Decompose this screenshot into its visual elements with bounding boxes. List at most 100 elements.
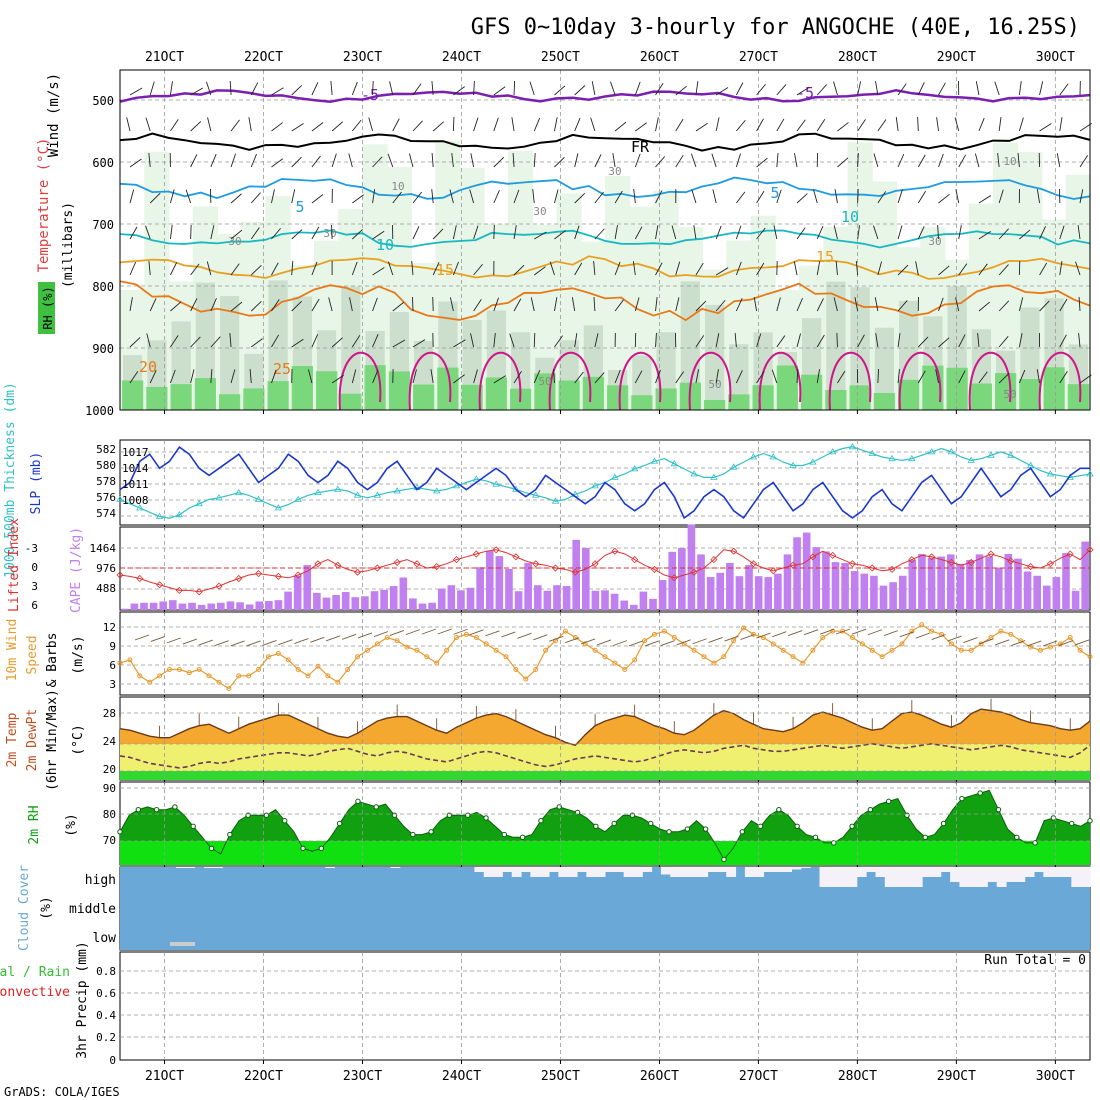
thickness-tick: 580 [96, 459, 116, 472]
precip-tick: 0.2 [96, 1031, 116, 1044]
wind-barb [311, 155, 321, 168]
wind-barb [1056, 153, 1061, 168]
high-cloud-gap [605, 867, 615, 872]
wind-barb [271, 158, 284, 168]
contour-label: -5 [796, 84, 814, 102]
cape-bar [140, 602, 148, 610]
cape-bar [860, 573, 869, 610]
wind-barb [771, 369, 778, 384]
wind-barb [372, 156, 383, 168]
contour-freezing [119, 132, 1091, 152]
wind-barb [549, 261, 555, 276]
wind-barb [473, 80, 475, 96]
cape-bar [303, 565, 312, 610]
wind-speed-line [119, 624, 1091, 690]
surface-wind-barb [756, 632, 771, 639]
wind-barb [149, 370, 157, 384]
cape-bar [226, 601, 235, 610]
wind-barb [612, 153, 616, 168]
cape-bar [687, 524, 696, 610]
wind-barb [1059, 83, 1069, 96]
high-cloud-gap [866, 867, 876, 872]
wind-barb [695, 262, 704, 276]
contour-25c [688, 351, 732, 411]
wind-barb [145, 117, 151, 132]
cape-bar [985, 556, 993, 610]
wind-barb [614, 369, 621, 384]
high-cloud-gap [642, 867, 653, 872]
thickness-point [452, 482, 461, 489]
panel-frame [119, 611, 1091, 696]
wind-barb [1077, 225, 1081, 240]
wind-speed-point [513, 666, 519, 672]
cape-bar [543, 590, 552, 610]
wind-barb [655, 156, 666, 168]
wind-barb [452, 225, 457, 240]
wind-barb [776, 297, 781, 312]
wind-barb [206, 261, 212, 276]
wind-barb [470, 153, 475, 168]
wind-speed-point [1038, 647, 1044, 653]
cape-bar [812, 547, 821, 610]
wind-barb [229, 333, 232, 348]
wind-barb [271, 122, 283, 132]
thickness-point [1007, 451, 1015, 458]
rh-shade-green [146, 386, 168, 410]
wind-barb [271, 369, 277, 384]
rh-shade-green [316, 371, 338, 410]
wind-barb [430, 369, 434, 384]
thickness-point [274, 504, 283, 511]
cape-bar [293, 575, 302, 610]
wind-speed-point [790, 654, 796, 660]
high-cloud-gap [632, 867, 643, 877]
surface-wind-barb [788, 630, 803, 637]
wind-barb [897, 333, 901, 348]
wind-barb [675, 297, 680, 312]
x-tick-label-bottom: 28OCT [838, 1069, 877, 1084]
cape-bar [802, 532, 811, 610]
wind-barb [857, 188, 859, 204]
wind-barb [958, 154, 967, 168]
contour-25c [478, 351, 522, 411]
cape-bar [236, 602, 244, 610]
wind-barb [210, 225, 215, 240]
wind-barb [816, 226, 824, 240]
rh-shade-green [655, 388, 677, 410]
wind-barb [695, 335, 705, 348]
rh-shade-green [267, 381, 289, 410]
contour-15c [119, 255, 1091, 280]
cape-bar [380, 589, 388, 610]
contour-label: 25 [273, 360, 291, 378]
wind-barb [693, 225, 697, 240]
wind-barb [493, 156, 505, 168]
surface-wind-barb [724, 635, 739, 642]
rh-shade-green [558, 380, 580, 410]
run-total-label: Run Total = 0 [984, 953, 1086, 968]
wind-barb [735, 370, 743, 384]
pressure-tick-label: 600 [92, 156, 114, 170]
thickness-point [532, 491, 540, 498]
lifted-index-point [749, 560, 758, 568]
contour-25c [408, 351, 452, 411]
upper-air-panel: 500 600 700 800 900 1000 -5 -5 FR 5 5 10 10 15 15 20 25 3… [36, 69, 1092, 418]
high-cloud-gap [325, 867, 336, 868]
wind-barb [229, 80, 232, 96]
surface-wind-barb [660, 640, 675, 646]
wind-speed-point [295, 666, 301, 672]
rh-point [831, 840, 837, 846]
cape-bar [879, 585, 888, 610]
wind-barb [776, 118, 785, 132]
high-cloud-gap [959, 867, 970, 887]
lifted-index-point [631, 556, 639, 564]
wind-speed-point [137, 673, 143, 679]
high-cloud-gap [754, 867, 765, 877]
wind-barb [877, 191, 887, 204]
high-cloud-gap [903, 867, 914, 887]
temp-fill [120, 709, 1090, 744]
wind-barb [776, 189, 782, 204]
cape-bar [764, 577, 773, 610]
wind-barb [389, 81, 394, 96]
wind-barb [796, 333, 801, 348]
wind-speed-point [147, 679, 153, 685]
high-cloud-gap [912, 867, 923, 887]
